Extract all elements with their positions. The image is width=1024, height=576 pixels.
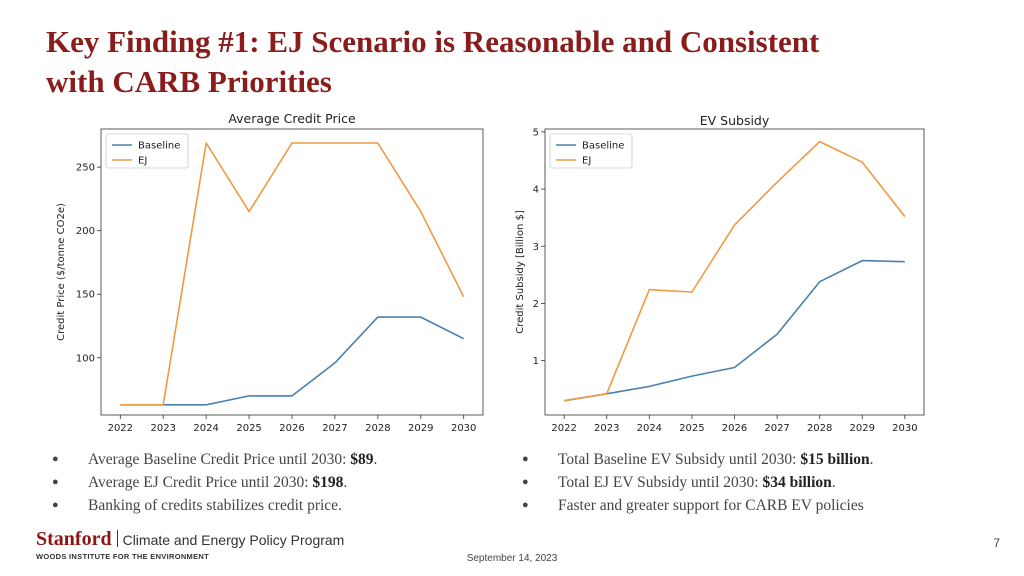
- y-tick-label: 4: [533, 185, 539, 196]
- bullet-text: Average EJ Credit Price until 2030:: [88, 474, 313, 491]
- slide-title: Key Finding #1: EJ Scenario is Reasonabl…: [46, 22, 986, 102]
- bullet-tail: .: [869, 451, 874, 468]
- x-tick-label: 2030: [451, 423, 476, 434]
- y-tick-label: 100: [76, 353, 95, 364]
- x-tick-label: 2028: [807, 423, 832, 434]
- plot-frame: [544, 128, 925, 416]
- y-tick-label: 3: [533, 242, 539, 253]
- ev-subsidy-chart: EV Subsidy 2022 2023 2024 2025 2026 2027 2028 20…: [515, 113, 925, 434]
- logo-divider: [116, 530, 118, 547]
- bullet-text: Banking of credits stabilizes credit pri…: [88, 497, 342, 514]
- program-name: Climate and Energy Policy Program: [122, 532, 345, 548]
- y-tick-label: 200: [76, 226, 95, 237]
- bullet-item: Banking of credits stabilizes credit pri…: [52, 494, 377, 517]
- chart-title: Average Credit Price: [228, 111, 356, 126]
- x-tick-label: 2030: [892, 423, 917, 434]
- bullet-value: $15 billion: [800, 451, 870, 468]
- page-number: 7: [993, 536, 1000, 550]
- y-tick-label: 250: [76, 163, 95, 174]
- x-tick-label: 2027: [322, 423, 347, 434]
- bullet-item: Total EJ EV Subsidy until 2030: $34 bill…: [522, 471, 874, 494]
- bullet-item: Total Baseline EV Subsidy until 2030: $1…: [522, 448, 874, 471]
- legend-label: Baseline: [582, 141, 624, 152]
- right-bullet-list: Total Baseline EV Subsidy until 2030: $1…: [522, 448, 874, 517]
- left-bullet-list: Average Baseline Credit Price until 2030…: [52, 448, 377, 517]
- x-tick-label: 2025: [236, 423, 261, 434]
- legend-label: Baseline: [138, 141, 180, 152]
- x-tick-label: 2029: [850, 423, 875, 434]
- bullet-tail: .: [343, 474, 348, 491]
- series-line-ej: [120, 142, 465, 406]
- bullet-value: $34 billion: [762, 474, 832, 491]
- x-tick-label: 2022: [108, 423, 133, 434]
- x-tick-label: 2022: [551, 423, 576, 434]
- bullet-value: $198: [312, 474, 344, 491]
- y-tick-label: 150: [76, 290, 95, 301]
- series-line-baseline: [120, 316, 465, 406]
- bullet-item: Average Baseline Credit Price until 2030…: [52, 448, 377, 471]
- x-tick-label: 2027: [764, 423, 789, 434]
- stanford-logo: Stanford Climate and Energy Policy Progra…: [36, 528, 344, 561]
- y-axis-label: Credit Subsidy [Billion $]: [515, 210, 526, 334]
- stanford-wordmark: Stanford: [36, 528, 112, 550]
- x-tick-label: 2028: [365, 423, 390, 434]
- chart-title: EV Subsidy: [700, 113, 770, 128]
- x-tick-label: 2024: [637, 423, 662, 434]
- legend-label: EJ: [582, 156, 591, 167]
- x-tick-label: 2023: [594, 423, 619, 434]
- y-tick-label: 2: [533, 299, 539, 310]
- bullet-text: Average Baseline Credit Price until 2030…: [88, 451, 351, 468]
- legend-label: EJ: [138, 156, 147, 167]
- y-axis-label: Credit Price ($/tonne CO2e): [56, 203, 67, 341]
- bullet-tail: .: [373, 451, 378, 468]
- institute-name: WOODS INSTITUTE FOR THE ENVIRONMENT: [36, 552, 209, 561]
- x-tick-label: 2023: [151, 423, 176, 434]
- series-line-baseline: [564, 259, 905, 402]
- bullet-text: Total EJ EV Subsidy until 2030:: [558, 474, 763, 491]
- bullet-value: $89: [350, 451, 374, 468]
- slide-title-line-1: Key Finding #1: EJ Scenario is Reasonabl…: [46, 24, 820, 59]
- y-tick-label: 5: [533, 127, 539, 138]
- x-tick-label: 2029: [408, 423, 433, 434]
- bullet-tail: .: [831, 474, 836, 491]
- slide-title-line-2: with CARB Priorities: [46, 64, 332, 99]
- slide-date: September 14, 2023: [466, 553, 558, 564]
- plot-frame: [100, 128, 484, 416]
- x-tick-label: 2024: [193, 423, 218, 434]
- x-tick-label: 2026: [279, 423, 304, 434]
- credit-price-chart: Average Credit Price 2022 2023 2024 2025 2026…: [56, 111, 484, 434]
- x-tick-label: 2026: [722, 423, 747, 434]
- bullet-item: Faster and greater support for CARB EV p…: [522, 494, 874, 517]
- y-tick-label: 1: [533, 356, 539, 367]
- bullet-item: Average EJ Credit Price until 2030: $198…: [52, 471, 377, 494]
- bullet-text: Total Baseline EV Subsidy until 2030:: [558, 451, 801, 468]
- x-tick-label: 2025: [679, 423, 704, 434]
- bullet-text: Faster and greater support for CARB EV p…: [558, 497, 864, 514]
- series-line-ej: [564, 140, 906, 402]
